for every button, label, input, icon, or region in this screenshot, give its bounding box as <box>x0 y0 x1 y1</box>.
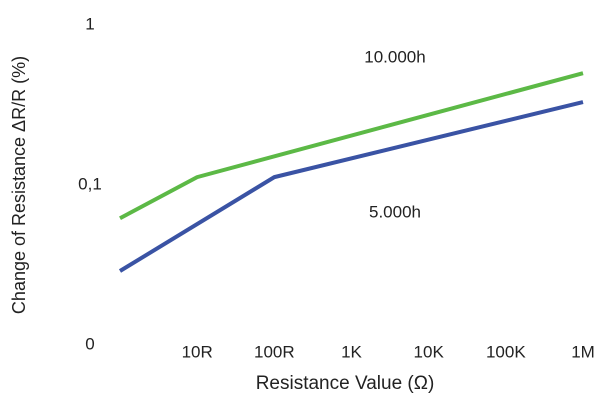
series-label: 5.000h <box>369 202 421 221</box>
x-tick-label: 1K <box>341 342 362 361</box>
line-series <box>118 100 584 273</box>
series-label: 10.000h <box>364 47 425 66</box>
x-axis-title: Resistance Value (Ω) <box>256 373 435 394</box>
x-tick-label: 1M <box>571 342 595 361</box>
x-tick-label: 100K <box>486 342 526 361</box>
y-tick-label: 1 <box>85 14 94 33</box>
y-tick-label: 0,1 <box>78 174 102 193</box>
x-tick-label: 100R <box>254 342 295 361</box>
line-series <box>119 71 584 220</box>
x-tick-label: 10K <box>414 342 445 361</box>
y-axis-title: Change of Resistance ΔR/R (%) <box>9 56 29 314</box>
x-tick-label: 10R <box>182 342 213 361</box>
y-tick-label: 0 <box>85 334 94 353</box>
